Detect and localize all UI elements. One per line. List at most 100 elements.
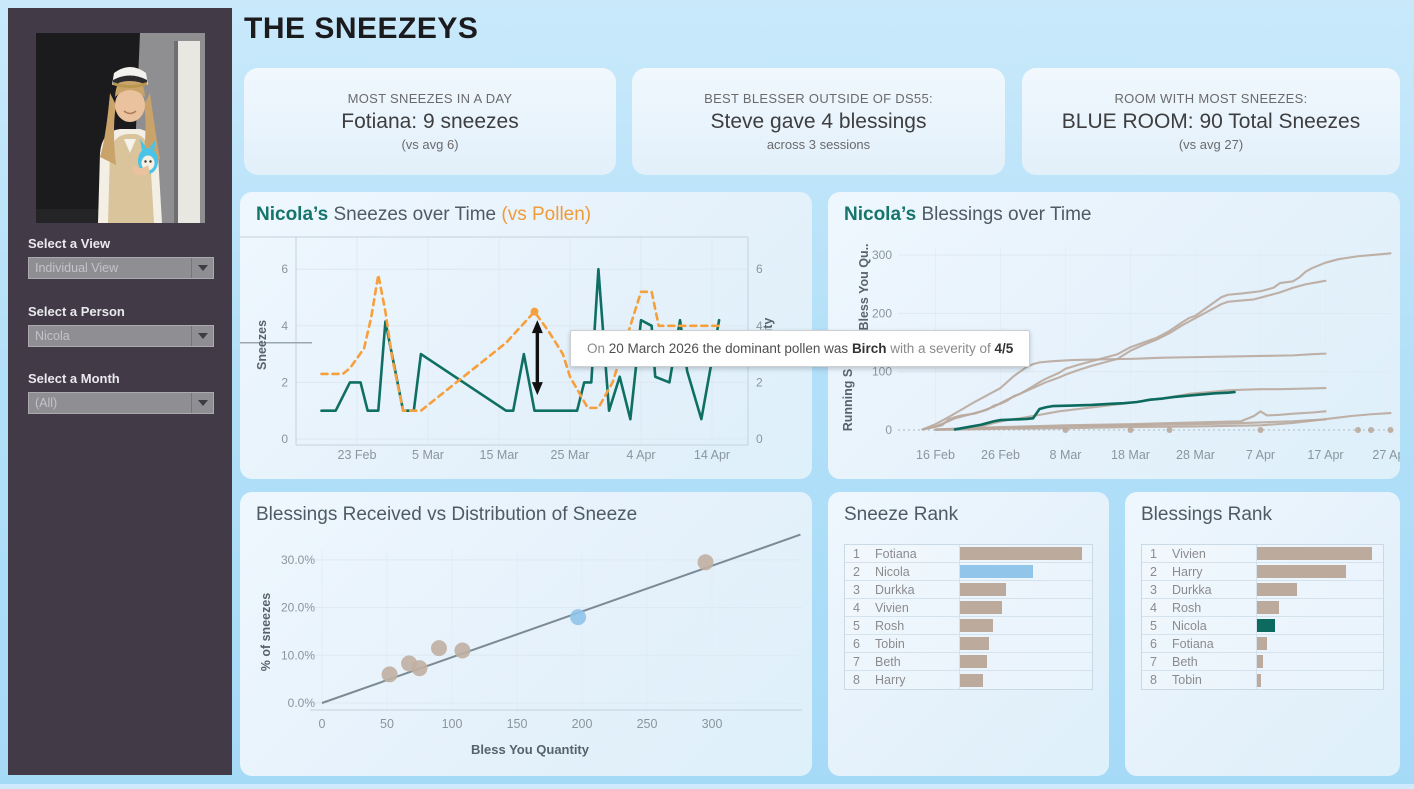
scatter-point[interactable] bbox=[411, 660, 428, 677]
rank-bar[interactable] bbox=[960, 601, 1002, 614]
zero-mark[interactable] bbox=[1166, 427, 1173, 433]
rank-bar-cell bbox=[959, 581, 1092, 598]
chevron-down-icon bbox=[197, 400, 208, 406]
rank-number: 2 bbox=[1150, 564, 1157, 579]
rank-number: 7 bbox=[853, 654, 860, 669]
axis-text: Bless You Quantity bbox=[471, 742, 590, 757]
scatter-point[interactable] bbox=[454, 642, 471, 659]
rank-row-tobin: 6 Tobin bbox=[845, 635, 1092, 653]
blessings-rank-title: Blessings Rank bbox=[1141, 504, 1272, 526]
scatter-point[interactable] bbox=[431, 640, 447, 657]
series-durkka[interactable] bbox=[921, 352, 1327, 431]
rank-bar[interactable] bbox=[1257, 547, 1373, 560]
rank-bar[interactable] bbox=[1257, 655, 1263, 668]
rank-bar[interactable] bbox=[960, 655, 988, 668]
profile-photo-illustration bbox=[36, 33, 205, 223]
zero-mark[interactable] bbox=[1355, 427, 1361, 433]
view-select[interactable]: Individual View bbox=[28, 257, 214, 279]
axis-text: 0 bbox=[281, 432, 288, 446]
rank-bar-cell bbox=[959, 545, 1092, 562]
person-select-arrow[interactable] bbox=[191, 326, 213, 346]
rank-name: Harry bbox=[875, 673, 906, 687]
axis-text: 4 bbox=[756, 319, 763, 333]
axis-text: 100 bbox=[442, 717, 463, 731]
axis-text: 16 Feb bbox=[916, 448, 955, 462]
rank-bar[interactable] bbox=[960, 619, 994, 632]
axis-text: 14 Apr bbox=[694, 448, 730, 462]
series-fotiana[interactable] bbox=[934, 410, 1327, 431]
month-select[interactable]: (All) bbox=[28, 392, 214, 414]
axis-text: 15 Mar bbox=[480, 448, 519, 462]
rank-number: 2 bbox=[853, 564, 860, 579]
rank-bar[interactable] bbox=[960, 565, 1033, 578]
filter-month: Select a Month (All) bbox=[28, 371, 216, 414]
series-sneezes[interactable] bbox=[320, 267, 721, 421]
scatter-point[interactable] bbox=[381, 666, 398, 683]
axis-text: 8 Mar bbox=[1050, 448, 1082, 462]
series-harry[interactable] bbox=[921, 279, 1327, 431]
arrow-annotation bbox=[531, 320, 543, 396]
kpi-sub: across 3 sessions bbox=[766, 137, 871, 152]
axis-text: 4 bbox=[281, 319, 288, 333]
zero-mark[interactable] bbox=[1257, 427, 1264, 433]
view-select-arrow[interactable] bbox=[191, 258, 213, 278]
rank-bar[interactable] bbox=[1257, 565, 1346, 578]
chevron-down-icon bbox=[197, 333, 208, 339]
month-select-arrow[interactable] bbox=[191, 393, 213, 413]
rank-bar-cell bbox=[1256, 635, 1383, 652]
rank-bar[interactable] bbox=[1257, 673, 1261, 687]
zero-mark[interactable] bbox=[1062, 427, 1069, 433]
profile-photo bbox=[36, 33, 205, 223]
rank-number: 5 bbox=[1150, 618, 1157, 633]
rank-name: Durkka bbox=[875, 582, 915, 597]
axis-text: 17 Apr bbox=[1307, 448, 1343, 462]
bottom-strip bbox=[0, 784, 1414, 789]
axis-text: 10.0% bbox=[281, 648, 315, 662]
scatter-chart[interactable]: 0.0% 10.0% 20.0% 30.0% 0 50 100 150 200 250 300 Ble… bbox=[240, 492, 812, 776]
rank-name: Rosh bbox=[875, 618, 905, 633]
pollen-peak-marker[interactable] bbox=[530, 307, 539, 316]
rank-row-harry: 8 Harry bbox=[845, 671, 1092, 689]
rank-bar[interactable] bbox=[1257, 637, 1268, 650]
rank-bar[interactable] bbox=[960, 583, 1006, 596]
zero-mark[interactable] bbox=[1127, 427, 1134, 433]
axis-text: 18 Mar bbox=[1111, 448, 1150, 462]
kpi-sub: (vs avg 6) bbox=[401, 137, 459, 152]
filter-month-label: Select a Month bbox=[28, 371, 120, 386]
series-nicola[interactable] bbox=[953, 390, 1236, 431]
rank-bar[interactable] bbox=[960, 637, 990, 650]
axis-text: 200 bbox=[572, 717, 593, 731]
month-select-value: (All) bbox=[35, 396, 58, 410]
rank-row-harry: 2 Harry bbox=[1142, 563, 1383, 581]
rank-row-fotiana: 1 Fotiana bbox=[845, 545, 1092, 563]
scatter-point-highlight[interactable] bbox=[570, 609, 587, 626]
rank-row-vivien: 4 Vivien bbox=[845, 599, 1092, 617]
rank-row-rosh: 4 Rosh bbox=[1142, 599, 1383, 617]
blessings-chart[interactable]: 0 100 200 300 16 Feb 26 Feb 8 Mar 18 Mar 28 Mar 7… bbox=[828, 192, 1400, 479]
rank-bar-cell bbox=[959, 635, 1092, 652]
rank-row-fotiana: 6 Fotiana bbox=[1142, 635, 1383, 653]
axis-text: 6 bbox=[281, 262, 288, 276]
scatter-point[interactable] bbox=[697, 554, 714, 571]
series-tobin[interactable] bbox=[934, 412, 1392, 432]
rank-bar[interactable] bbox=[960, 673, 984, 687]
kpi-value: BLUE ROOM: 90 Total Sneezes bbox=[1061, 110, 1361, 133]
zero-mark[interactable] bbox=[1368, 427, 1374, 433]
axis-text: 2 bbox=[756, 375, 763, 389]
rank-bar-cell bbox=[1256, 545, 1383, 562]
rank-bar[interactable] bbox=[1257, 583, 1297, 596]
rank-bar-cell bbox=[1256, 581, 1383, 598]
zero-mark[interactable] bbox=[1387, 427, 1394, 433]
rank-number: 5 bbox=[853, 618, 860, 633]
series-beth[interactable] bbox=[934, 418, 1327, 431]
rank-bar[interactable] bbox=[1257, 619, 1276, 632]
rank-bar[interactable] bbox=[960, 547, 1083, 560]
axis-text: 2 bbox=[281, 375, 288, 389]
kpi-label: ROOM WITH MOST SNEEZES: bbox=[1114, 91, 1308, 106]
person-select[interactable]: Nicola bbox=[28, 325, 214, 347]
rank-name: Fotiana bbox=[875, 546, 917, 561]
rank-bar[interactable] bbox=[1257, 601, 1279, 614]
rank-bar-cell bbox=[1256, 599, 1383, 616]
rank-row-tobin: 8 Tobin bbox=[1142, 671, 1383, 689]
axis-text: 0 bbox=[756, 432, 763, 446]
